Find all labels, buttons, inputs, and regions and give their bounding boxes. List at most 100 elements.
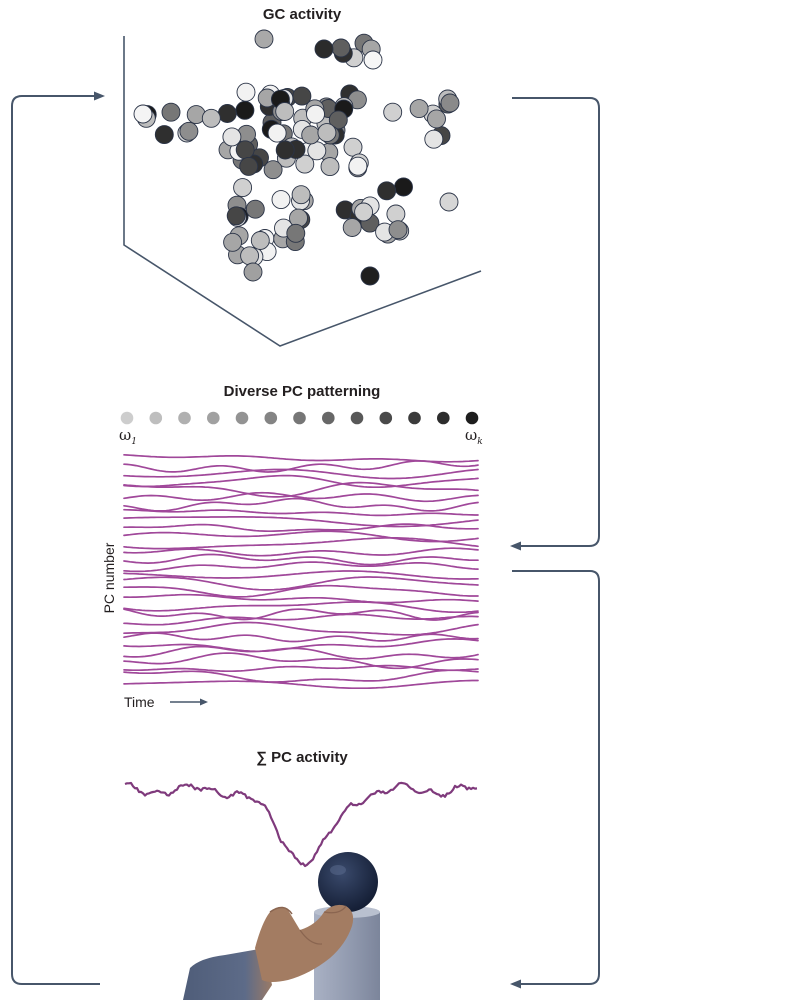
gc-neuron-dot xyxy=(427,109,446,129)
pc-trace xyxy=(123,468,479,480)
omega-dot xyxy=(120,411,134,425)
pc-trace xyxy=(123,645,479,660)
gc-neuron-dot xyxy=(239,156,259,176)
pc-trace xyxy=(123,601,479,614)
gc-neuron-dot xyxy=(440,93,460,113)
gc-neuron-dot xyxy=(301,125,321,145)
gc-neuron-dot xyxy=(240,246,260,266)
gc-neuron-dot xyxy=(235,140,255,160)
omega-dot xyxy=(465,411,479,425)
gc-neuron-cloud xyxy=(133,29,460,286)
pc-patterning-title: Diverse PC patterning xyxy=(224,383,381,400)
gc-neuron-dot xyxy=(377,181,397,201)
gc-neuron-dot xyxy=(226,206,246,226)
gc-neuron-dot xyxy=(409,99,429,119)
pc-trace xyxy=(123,621,479,636)
gc-neuron-dot xyxy=(271,190,291,210)
pc-trace xyxy=(123,652,479,670)
sum-pc-activity-trace xyxy=(124,781,478,868)
pc-trace xyxy=(123,576,479,591)
omega-dot xyxy=(322,411,335,425)
gc-neuron-dot xyxy=(286,223,306,243)
monkey-arm-icon xyxy=(183,904,354,1000)
pc-trace xyxy=(123,679,479,690)
gc-neuron-dot xyxy=(154,125,174,145)
feedback-arrow-left xyxy=(11,95,100,985)
pc-trace xyxy=(123,481,479,498)
pc-trace xyxy=(123,593,479,604)
omega-dot xyxy=(437,411,450,425)
gc-neuron-dot xyxy=(388,220,408,240)
pc-trace xyxy=(123,537,479,550)
pc-trace xyxy=(123,561,479,573)
time-axis-label: Time xyxy=(124,694,155,710)
pc-trace xyxy=(123,474,479,489)
gc-neuron-dot xyxy=(217,104,237,123)
sum-pc-activity-title: ∑ PC activity xyxy=(256,749,348,766)
arrowhead-gc-pc-icon xyxy=(510,541,521,551)
pc-trace xyxy=(123,608,479,621)
pc-trace xyxy=(123,530,479,543)
gc-neuron-dot xyxy=(386,204,406,224)
pc-trace-raster xyxy=(123,453,479,690)
gc-neuron-dot xyxy=(291,185,311,205)
omega-dot xyxy=(408,411,421,425)
gc-neuron-dot xyxy=(394,177,413,197)
gc-neuron-dot xyxy=(424,129,444,149)
pc-trace xyxy=(123,669,479,683)
pc-trace xyxy=(123,584,479,598)
gc-neuron-dot xyxy=(320,157,340,177)
gc-neuron-dot xyxy=(263,160,283,180)
omega-gradient-dots xyxy=(120,411,479,425)
gc-neuron-dot xyxy=(295,154,315,174)
gc-neuron-dot xyxy=(342,218,362,237)
ball-icon xyxy=(318,852,378,912)
gc-neuron-dot xyxy=(275,140,295,160)
omega-dot xyxy=(379,411,393,425)
gc-neuron-dot xyxy=(439,192,459,212)
gc-neuron-dot xyxy=(307,141,327,161)
gc-neuron-dot xyxy=(222,127,242,147)
pc-trace xyxy=(123,570,479,580)
omega-dot xyxy=(178,411,191,425)
gc-neuron-dot xyxy=(133,104,153,124)
gc-activity-title: GC activity xyxy=(263,6,342,23)
pc-trace xyxy=(123,508,479,517)
pc-trace xyxy=(123,547,479,557)
gc-neuron-dot xyxy=(363,50,383,70)
omega-first-label: ω1 xyxy=(119,426,137,447)
gc-neuron-dot xyxy=(275,102,295,121)
behaviour-illustration xyxy=(183,852,380,1000)
pc-trace xyxy=(123,638,479,653)
gc-neuron-dot xyxy=(306,104,325,124)
omega-dot xyxy=(293,411,306,425)
gc-neuron-dot xyxy=(223,232,243,252)
pc-trace xyxy=(123,460,479,473)
pc-trace xyxy=(123,523,479,533)
gc-neuron-dot xyxy=(245,199,265,219)
pc-trace xyxy=(123,613,479,626)
gc-neuron-dot xyxy=(161,102,181,122)
gc-neuron-dot xyxy=(236,82,256,102)
arrowhead-pc-behaviour-icon xyxy=(510,979,521,989)
omega-dot xyxy=(264,411,278,425)
pc-trace xyxy=(123,497,479,512)
gc-neuron-dot xyxy=(331,38,351,58)
gc-neuron-dot xyxy=(267,123,287,143)
omega-dot xyxy=(350,411,364,425)
gc-neuron-dot xyxy=(354,202,374,222)
gc-neuron-dot xyxy=(250,231,270,250)
pc-trace xyxy=(123,553,479,566)
omega-dot xyxy=(207,411,220,425)
gc-neuron-dot xyxy=(235,100,255,120)
gc-neuron-dot xyxy=(383,102,403,122)
time-arrow-icon xyxy=(170,698,208,706)
gc-neuron-dot xyxy=(243,262,263,282)
gc-neuron-dot xyxy=(179,121,199,141)
pc-trace xyxy=(123,491,479,503)
gc-3d-axes xyxy=(123,36,482,347)
omega-last-label: ωk xyxy=(465,426,483,447)
omega-dot xyxy=(235,411,249,425)
gc-neuron-dot xyxy=(328,110,348,130)
